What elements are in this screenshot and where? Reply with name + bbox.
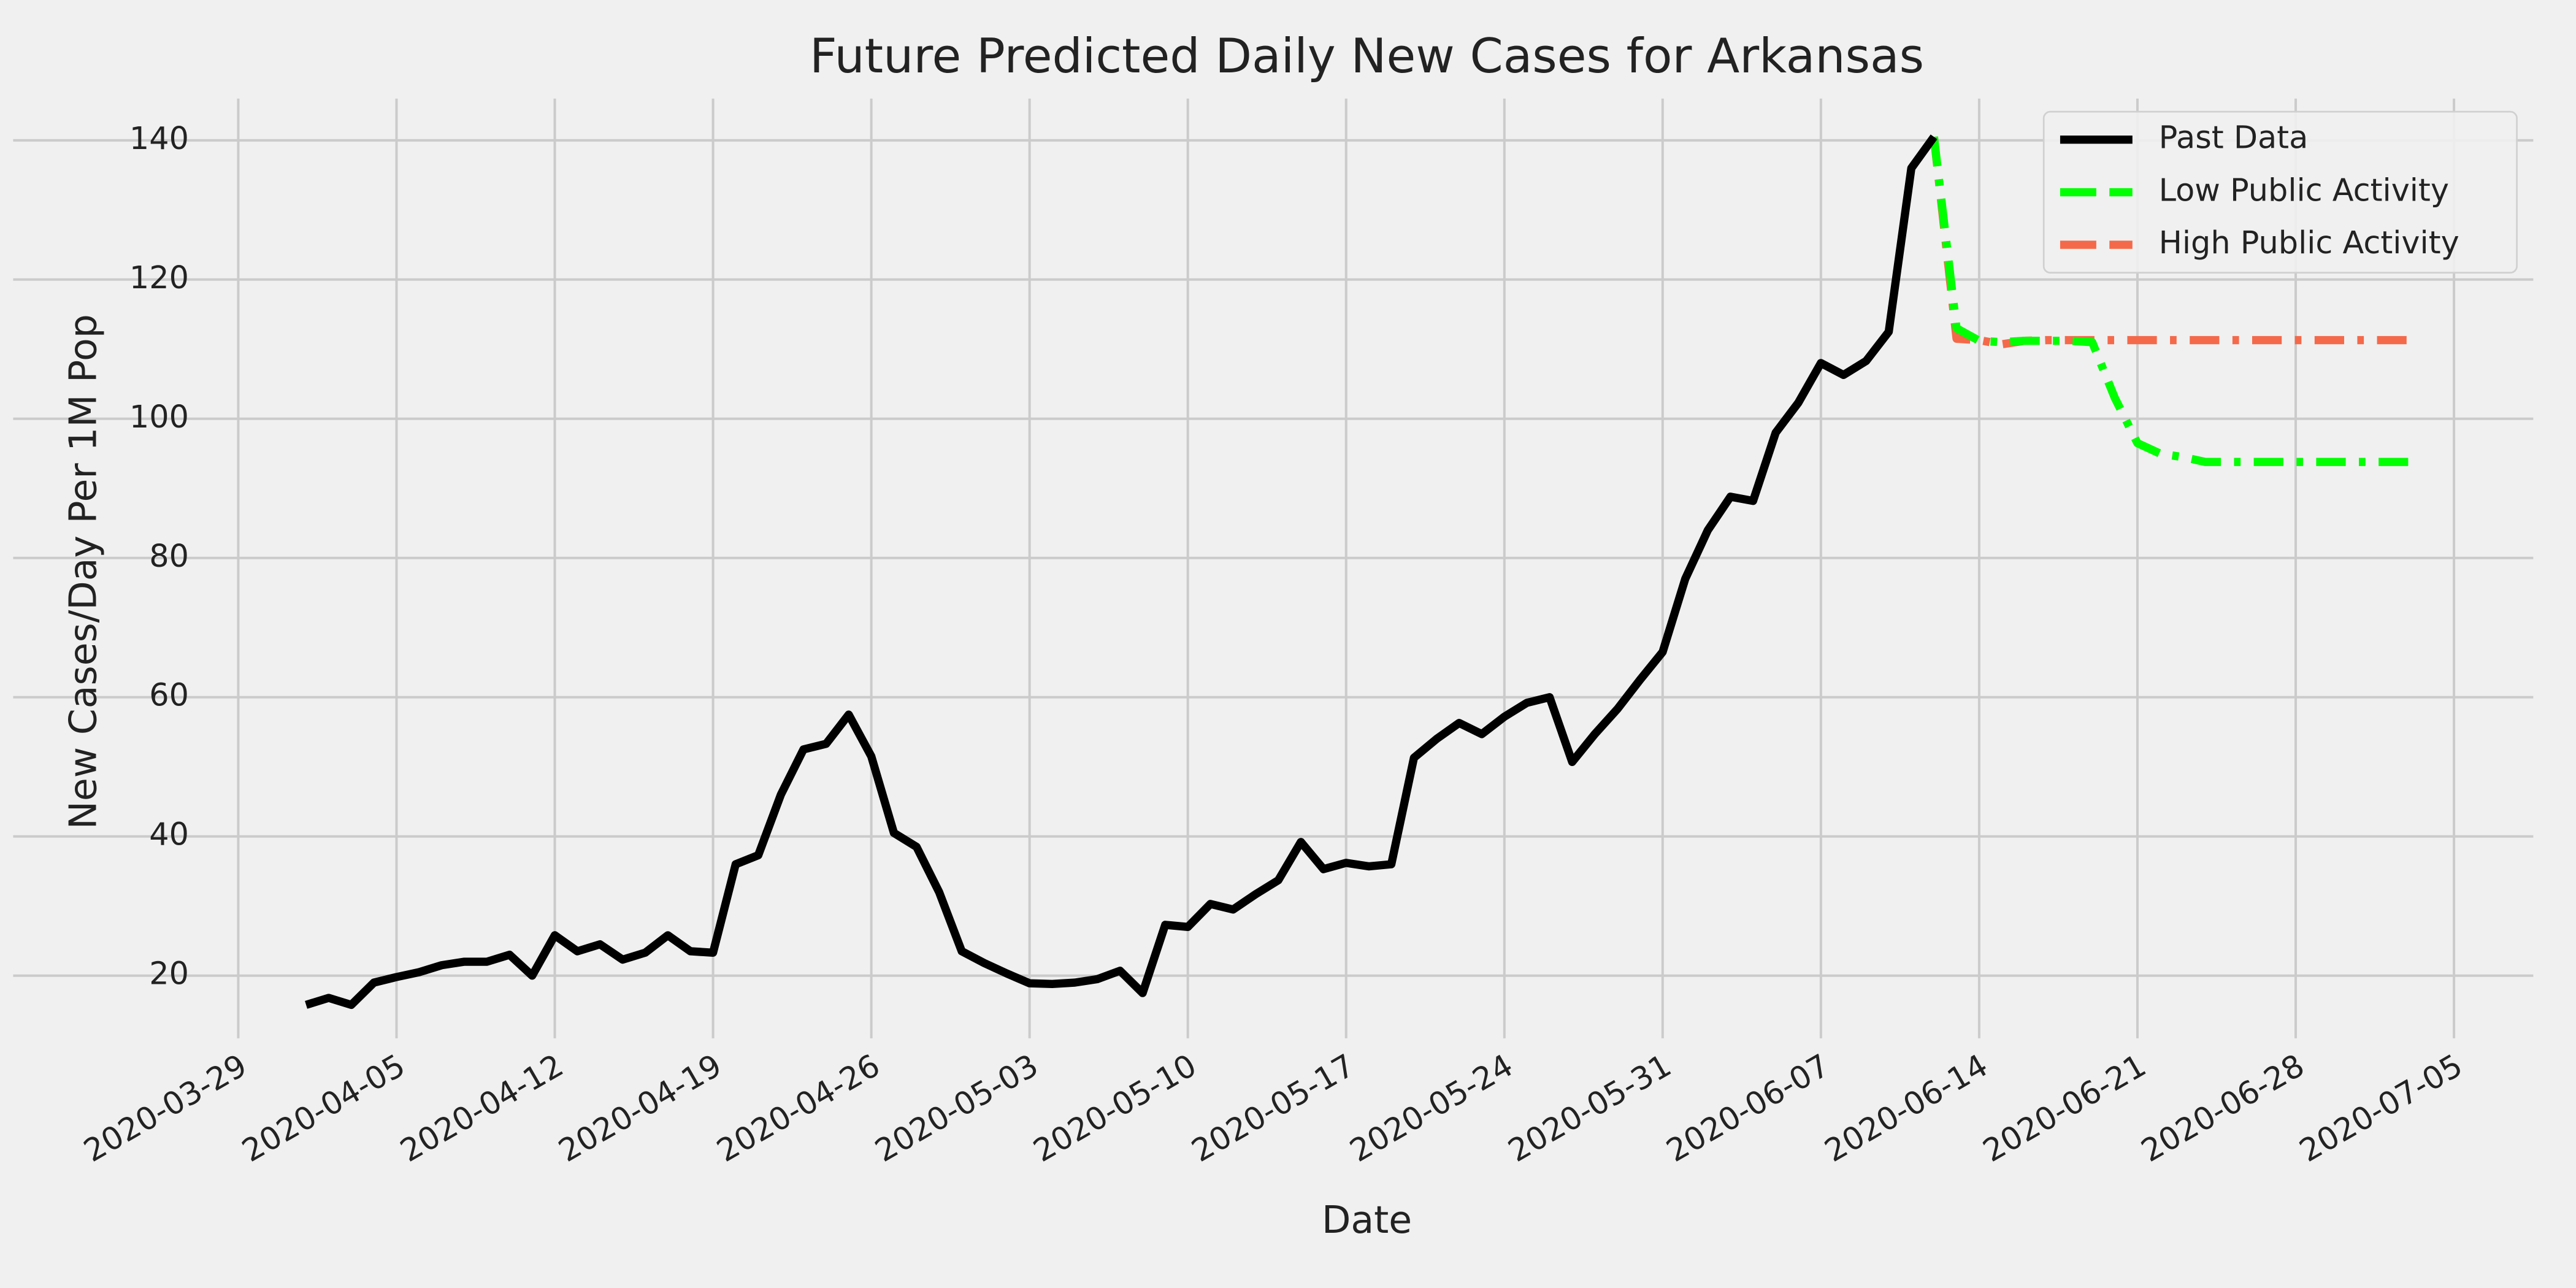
y-axis-label: New Cases/Day Per 1M Pop (61, 314, 105, 829)
legend-label: High Public Activity (2159, 225, 2459, 261)
legend: Past Data Low Public Activity High Public … (2042, 110, 2518, 274)
y-tick-label: 80 (149, 539, 189, 575)
chart-title: Future Predicted Daily New Cases for Ark… (810, 29, 1924, 84)
y-tick-label: 60 (149, 678, 189, 714)
series-line (305, 134, 1938, 1010)
y-tick-label: 140 (129, 121, 189, 157)
series-line (1930, 136, 2409, 466)
legend-label: Past Data (2159, 120, 2309, 156)
y-tick-label: 20 (149, 956, 189, 992)
plot-area (305, 134, 2409, 1010)
y-tick-label: 120 (129, 260, 189, 296)
legend-box (2042, 110, 2518, 274)
y-tick-label: 100 (129, 399, 189, 435)
y-tick-label: 40 (149, 817, 189, 853)
x-axis-label: Date (1322, 1198, 1412, 1242)
grid (13, 98, 2534, 1038)
legend-label: Low Public Activity (2159, 172, 2449, 209)
